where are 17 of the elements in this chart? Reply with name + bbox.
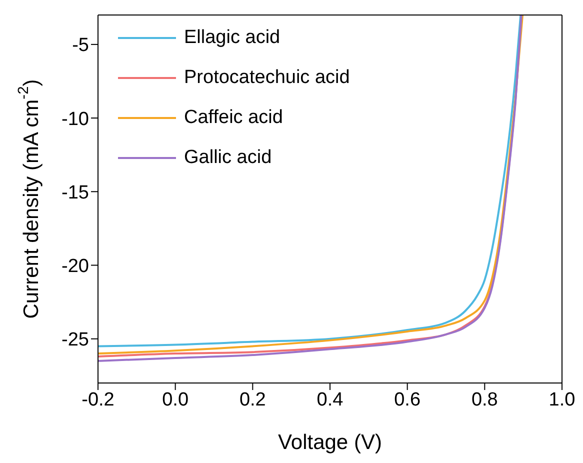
x-tick-label: 0.4: [316, 389, 344, 410]
y-tick-label: -5: [72, 35, 89, 56]
x-tick-label: -0.2: [82, 389, 114, 410]
legend-label: Ellagic acid: [184, 27, 280, 49]
x-axis-title: Voltage (V): [278, 431, 382, 454]
x-tick-label: 0.2: [239, 389, 266, 410]
legend-label: Protocatechuic acid: [184, 67, 350, 89]
legend-label: Caffeic acid: [184, 107, 283, 129]
y-tick-label: -20: [62, 256, 89, 277]
x-tick-label: 1.0: [548, 389, 576, 410]
x-tick-label: 0.6: [394, 389, 421, 410]
x-tick-label: 0.8: [471, 389, 498, 410]
legend-label: Gallic acid: [184, 147, 272, 169]
y-tick-label: -25: [62, 330, 89, 351]
y-tick-label: -10: [62, 108, 89, 130]
x-tick-label: 0.0: [162, 389, 189, 410]
y-tick-label: -15: [62, 182, 89, 204]
